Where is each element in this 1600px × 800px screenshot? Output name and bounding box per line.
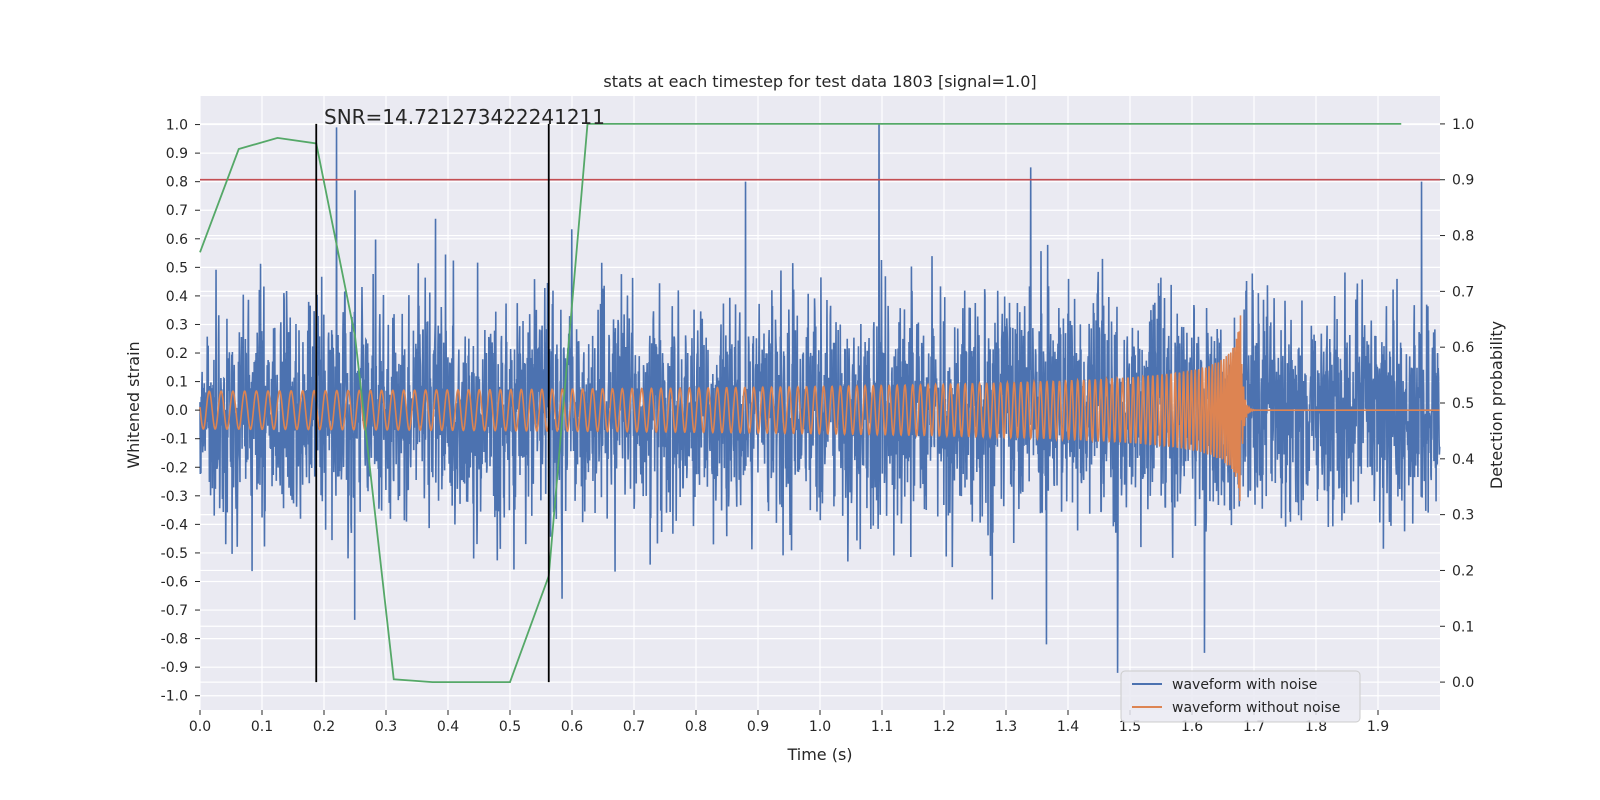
y-right-tick-label: 0.7 bbox=[1452, 284, 1474, 300]
y-tick-label: 0.9 bbox=[166, 146, 188, 162]
legend-box bbox=[1120, 670, 1361, 723]
y-tick-label: 0.3 bbox=[166, 317, 188, 333]
y-tick-label: -0.6 bbox=[161, 574, 188, 590]
y-tick-label: -1.0 bbox=[161, 689, 188, 705]
x-tick-label: 0.3 bbox=[375, 719, 397, 735]
x-tick-label: 1.8 bbox=[1305, 719, 1327, 735]
x-tick-label: 1.2 bbox=[933, 719, 955, 735]
x-tick-label: 1.4 bbox=[1057, 719, 1079, 735]
x-tick-label: 0.1 bbox=[251, 719, 273, 735]
x-tick-label: 0.0 bbox=[189, 719, 211, 735]
y-axis-label: Whitened strain bbox=[124, 341, 143, 468]
y-right-axis-label: Detection probability bbox=[1487, 321, 1506, 489]
y-tick-label: -0.4 bbox=[161, 517, 188, 533]
y-right-tick-label: 0.8 bbox=[1452, 229, 1474, 245]
x-tick-label: 0.8 bbox=[685, 719, 707, 735]
y-right-tick-label: 0.2 bbox=[1452, 563, 1474, 579]
detection-probability-line bbox=[199, 123, 1402, 683]
y-right-tick-label: 1.0 bbox=[1452, 117, 1474, 133]
y-tick-label: 0.5 bbox=[166, 260, 188, 276]
x-tick-label: 0.7 bbox=[623, 719, 645, 735]
y-tick-label: 0.6 bbox=[166, 232, 188, 248]
y-tick-label: 0.2 bbox=[166, 346, 188, 362]
y-right-tick-label: 0.9 bbox=[1452, 173, 1474, 189]
plot-lines bbox=[199, 123, 1441, 683]
clean-waveform-line bbox=[199, 315, 1440, 502]
y-tick-label: 0.4 bbox=[166, 289, 188, 305]
x-tick-label: 1.6 bbox=[1181, 719, 1203, 735]
x-axis-ticks: 0.0 0.1 0.2 0.3 0.4 0.5 0.6 0.7 0.8 0.9 1.0 1.1 1.2 1… bbox=[189, 710, 1389, 735]
x-tick-label: 1.0 bbox=[809, 719, 831, 735]
y-axis-ticks: 1.0 0.9 0.8 0.7 0.6 0.5 0.4 0.3 0.2 0.1 0.0 -0.1 -0.… bbox=[161, 118, 200, 705]
y-tick-label: -0.3 bbox=[161, 489, 188, 505]
x-tick-label: 0.2 bbox=[313, 719, 335, 735]
y-tick-label: -0.1 bbox=[161, 432, 188, 448]
y-right-tick-label: 0.0 bbox=[1452, 675, 1474, 691]
chart-title: stats at each timestep for test data 180… bbox=[603, 72, 1036, 91]
x-tick-label: 0.4 bbox=[437, 719, 459, 735]
y-tick-label: -0.2 bbox=[161, 460, 188, 476]
y-tick-label: -0.8 bbox=[161, 632, 188, 648]
y-right-tick-label: 0.4 bbox=[1452, 452, 1474, 468]
y-tick-label: 0.7 bbox=[166, 203, 188, 219]
y-right-tick-label: 0.5 bbox=[1452, 396, 1474, 412]
y-right-axis-ticks: 1.0 0.9 0.8 0.7 0.6 0.5 0.4 0.3 0.2 0.1 0.0 bbox=[1440, 117, 1474, 691]
y-right-tick-label: 0.3 bbox=[1452, 508, 1474, 524]
snr-annotation: SNR=14.721273422241211 bbox=[324, 105, 605, 129]
y-right-tick-label: 0.6 bbox=[1452, 340, 1474, 356]
x-tick-label: 1.1 bbox=[871, 719, 893, 735]
x-tick-label: 1.3 bbox=[995, 719, 1017, 735]
y-right-tick-label: 0.1 bbox=[1452, 619, 1474, 635]
y-tick-label: 1.0 bbox=[166, 118, 188, 134]
x-tick-label: 0.6 bbox=[561, 719, 583, 735]
legend: waveform with noise waveform without noi… bbox=[1120, 670, 1361, 723]
x-tick-label: 0.9 bbox=[747, 719, 769, 735]
y-tick-label: -0.7 bbox=[161, 603, 188, 619]
y-tick-label: 0.8 bbox=[166, 175, 188, 191]
y-tick-label: -0.5 bbox=[161, 546, 188, 562]
y-tick-label: 0.0 bbox=[166, 403, 188, 419]
y-tick-label: -0.9 bbox=[161, 660, 188, 676]
x-tick-label: 0.5 bbox=[499, 719, 521, 735]
x-tick-label: 1.7 bbox=[1243, 719, 1265, 735]
x-tick-label: 1.9 bbox=[1367, 719, 1389, 735]
x-axis-label: Time (s) bbox=[786, 745, 852, 764]
legend-label-noisy: waveform with noise bbox=[1172, 677, 1317, 693]
x-tick-label: 1.5 bbox=[1119, 719, 1141, 735]
y-tick-label: 0.1 bbox=[166, 375, 188, 391]
legend-label-clean: waveform without noise bbox=[1172, 700, 1340, 716]
